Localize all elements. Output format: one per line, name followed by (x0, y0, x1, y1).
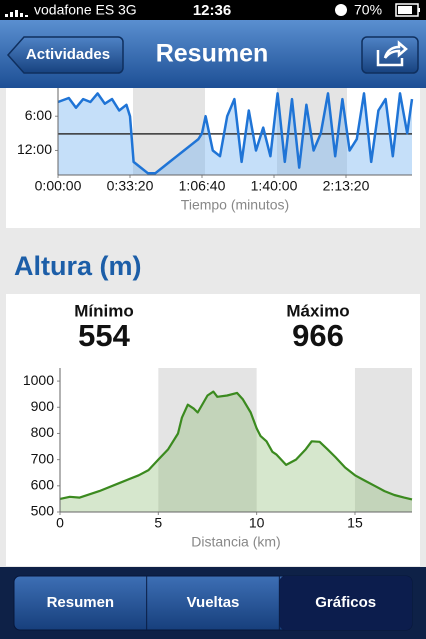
pace-chart: 0:00 6:00 12:00 0:00:00 0:33:20 1:06:40 1:40:0… (17, 73, 414, 213)
altitude-chart: 500 600 700 800 900 1000 0 5 10 15 Distancia (km) (23, 368, 413, 550)
tab-label[interactable]: Gráficos (315, 594, 376, 611)
share-icon[interactable] (376, 40, 408, 67)
y-tick-label: 900 (31, 398, 55, 414)
y-tick-label: 0:00 (25, 73, 52, 89)
x-tick-label: 10 (249, 515, 265, 531)
y-tick-label: 600 (31, 477, 55, 493)
line (59, 390, 413, 501)
tab-bar: Resumen Vueltas Gráficos (0, 567, 426, 639)
status-bar: vodafone ES 3G 12:36 70% (0, 0, 426, 20)
battery-level (398, 6, 412, 14)
tab-label[interactable]: Resumen (47, 594, 115, 611)
tab-label[interactable]: Vueltas (187, 594, 240, 611)
x-tick-label: 0 (56, 515, 64, 531)
split-band (133, 88, 205, 175)
alarm-icon (335, 4, 347, 16)
area (60, 391, 412, 512)
carrier: vodafone ES (34, 2, 114, 18)
y-tick-label: 12:00 (17, 141, 52, 157)
back-label[interactable]: Actividades (26, 46, 110, 63)
battery-percent: 70% (354, 2, 382, 18)
min-label: Mínimo (74, 301, 134, 320)
x-tick-label: 0:00:00 (35, 178, 82, 194)
y-tick-label: 700 (31, 450, 55, 466)
section-title: Altura (m) (14, 251, 142, 281)
y-tick-label: 500 (31, 503, 55, 519)
max-label: Máximo (286, 301, 349, 320)
x-tick-label: 2:13:20 (323, 178, 370, 194)
split-band (354, 368, 412, 512)
min-value: 554 (78, 318, 130, 353)
max-value: 966 (292, 318, 344, 353)
nav-bar: Actividades Resumen (0, 20, 426, 88)
back-button[interactable] (6, 36, 124, 74)
nav-title: Resumen (156, 40, 269, 68)
battery-tip (418, 8, 420, 12)
status-background (0, 0, 426, 20)
y-tick-label: 1000 (23, 372, 54, 388)
x-tick-label: 5 (154, 515, 162, 531)
x-tick-label: 15 (347, 515, 363, 531)
x-axis-label: Tiempo (minutos) (181, 197, 289, 213)
y-tick-label: 800 (31, 424, 55, 440)
network: 3G (118, 2, 137, 18)
line (57, 92, 414, 175)
signal-icon (5, 10, 28, 17)
y-tick-label: 6:00 (25, 107, 52, 123)
tab-selected[interactable] (279, 576, 412, 630)
pace-card (6, 88, 420, 228)
x-tick-label: 0:33:20 (107, 178, 154, 194)
clock: 12:36 (193, 2, 231, 19)
x-axis-label: Distancia (km) (191, 534, 280, 550)
share-button[interactable] (361, 36, 419, 74)
x-tick-label: 1:40:00 (251, 178, 298, 194)
x-tick-label: 1:06:40 (179, 178, 226, 194)
